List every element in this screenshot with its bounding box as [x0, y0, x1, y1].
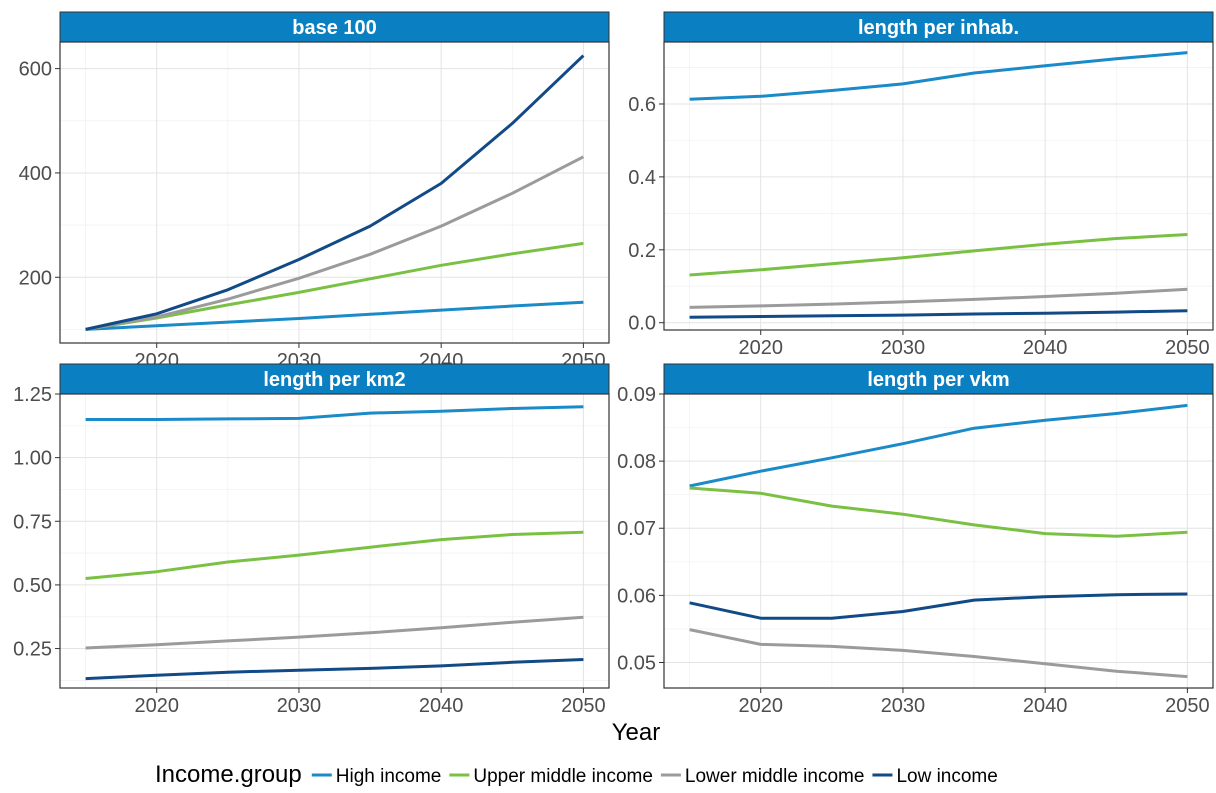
legend-label: Low income [896, 766, 997, 787]
x-tick-label: 2040 [419, 695, 464, 717]
y-tick-label: 400 [19, 163, 52, 185]
series-line-low-income [85, 658, 584, 681]
plot-background [60, 394, 609, 688]
plot-background [664, 42, 1213, 330]
legend-item-high-income: High income [311, 766, 442, 787]
legend-label: Upper middle income [473, 766, 653, 787]
panel-length-per-vkm: length per vkm 2020 2030 2040 2050 0.05 0.06 0.… [617, 363, 1214, 717]
panel-length-per-inhab: length per inhab. 2020 2030 2040 2050 0.0 0.2 0… [628, 11, 1214, 359]
y-tick-label: 200 [19, 267, 52, 289]
x-tick-label: 2050 [1165, 337, 1210, 359]
x-tick-label: 2020 [738, 337, 783, 359]
x-tick-label: 2030 [277, 695, 322, 717]
x-tick-label: 2040 [1023, 337, 1068, 359]
series-line-lower-middle-income [85, 155, 585, 331]
y-tick-label: 0.09 [617, 384, 656, 406]
x-tick-label: 2050 [561, 695, 606, 717]
x-tick-label: 2020 [738, 695, 783, 717]
y-tick-label: 0.25 [13, 639, 52, 661]
panel-title: base 100 [292, 17, 377, 39]
series-line-lower-middle-income [689, 628, 1188, 679]
legend-label: High income [336, 766, 442, 787]
series-line-upper-middle-income [85, 530, 584, 580]
panel-border [663, 393, 1214, 689]
series-line-high-income [689, 403, 1188, 488]
y-tick-label: 0.2 [628, 240, 656, 262]
legend-title: Income.group [155, 761, 302, 788]
series-line-upper-middle-income [85, 241, 584, 331]
plot-background [664, 394, 1213, 688]
legend: Income.group High income Upper middle inc… [155, 761, 998, 788]
series-line-upper-middle-income [689, 486, 1188, 538]
series-line-high-income [85, 405, 584, 421]
series-line-upper-middle-income [689, 233, 1188, 277]
y-tick-label: 1.00 [13, 448, 52, 470]
y-tick-label: 0.06 [617, 585, 656, 607]
series-line-lower-middle-income [689, 287, 1188, 309]
plot-background [60, 42, 609, 343]
series-line-high-income [85, 300, 584, 331]
panel-title: length per inhab. [858, 17, 1019, 39]
series-line-low-income [85, 54, 585, 331]
x-tick-label: 2050 [1165, 695, 1210, 717]
panel-title: length per vkm [867, 369, 1009, 391]
legend-item-lower-middle-income: Lower middle income [660, 766, 865, 787]
y-tick-label: 0.75 [13, 511, 52, 533]
y-tick-label: 1.25 [13, 384, 52, 406]
legend-item-upper-middle-income: Upper middle income [449, 766, 653, 787]
panel-title: length per km2 [263, 369, 405, 391]
y-tick-label: 0.08 [617, 451, 656, 473]
x-axis-title: Year [612, 719, 661, 746]
y-tick-label: 0.4 [628, 167, 656, 189]
series-line-low-income [689, 592, 1188, 620]
series-line-low-income [689, 309, 1188, 319]
series-line-lower-middle-income [85, 615, 584, 650]
panel-strip [59, 363, 610, 395]
panel-strip [663, 11, 1214, 43]
x-tick-label: 2030 [881, 695, 926, 717]
y-tick-label: 0.6 [628, 94, 656, 116]
panel-border [59, 393, 610, 689]
legend-label: Lower middle income [685, 766, 865, 787]
series-line-high-income [689, 51, 1188, 101]
x-tick-label: 2020 [134, 695, 179, 717]
legend-item-low-income: Low income [872, 766, 998, 787]
y-tick-label: 0.50 [13, 575, 52, 597]
y-tick-label: 0.0 [628, 313, 656, 335]
panel-length-per-km2: length per km2 2020 2030 2040 2050 0.25 0.50 0.… [13, 363, 610, 717]
y-tick-label: 600 [19, 59, 52, 81]
y-tick-label: 0.05 [617, 652, 656, 674]
panel-border [663, 41, 1214, 331]
chart-panels: base 100 2020 2030 2040 2050 200 400 600 length … [13, 11, 1214, 717]
y-tick-label: 0.07 [617, 518, 656, 540]
x-tick-label: 2040 [1023, 695, 1068, 717]
panel-strip [663, 363, 1214, 395]
panel-border [59, 41, 610, 344]
x-tick-label: 2030 [881, 337, 926, 359]
panel-strip [59, 11, 610, 43]
